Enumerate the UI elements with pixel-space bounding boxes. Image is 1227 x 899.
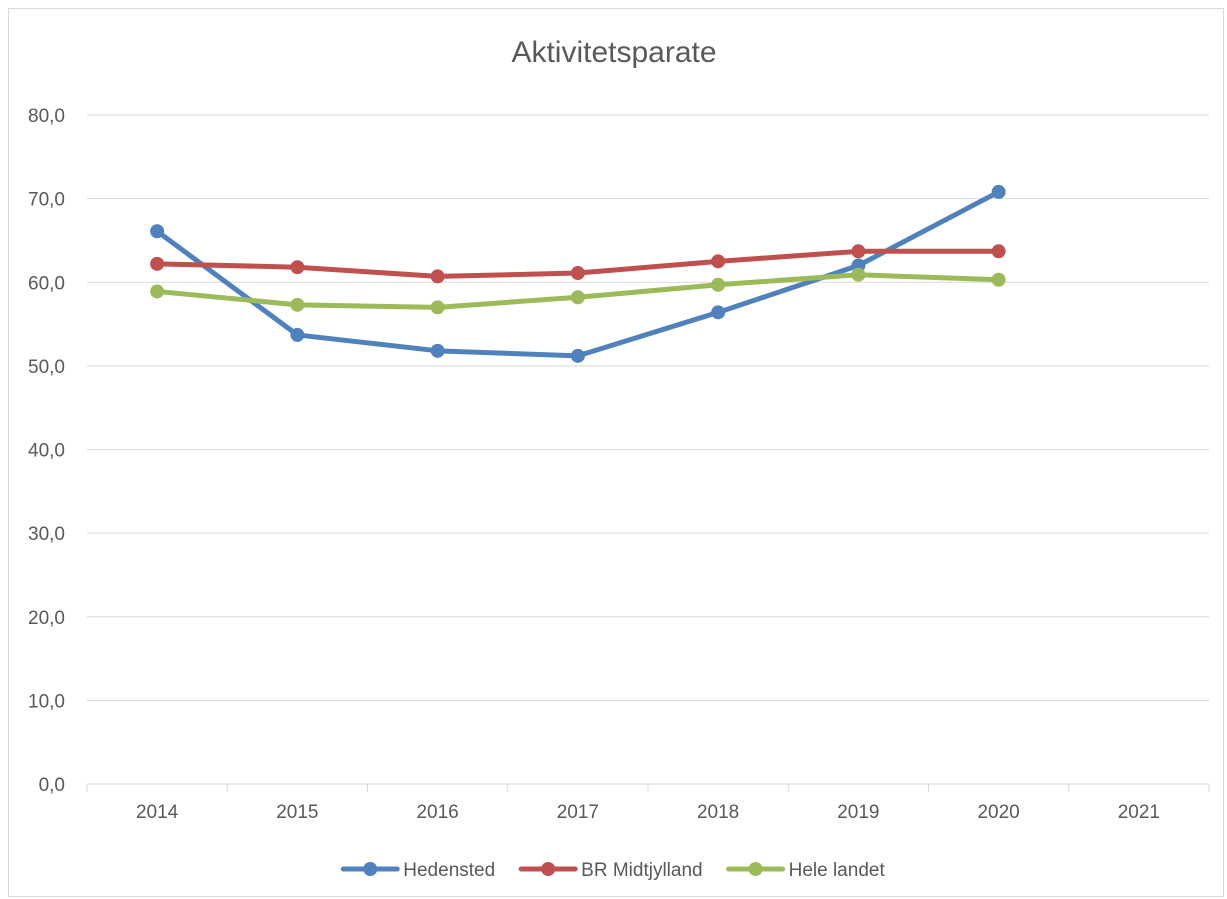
series — [150, 184, 1006, 363]
legend-swatch-marker — [748, 862, 763, 876]
y-tick-label: 50,0 — [28, 357, 65, 378]
data-point — [570, 266, 585, 281]
data-point — [290, 260, 305, 275]
x-tick-label: 2016 — [416, 802, 458, 823]
data-point — [570, 348, 585, 363]
axes: 0,0 10,0 20,0 30,0 40,0 50,0 60,0 70,0 80,0 2014 2… — [28, 106, 1210, 823]
x-tick-label: 2019 — [837, 802, 879, 823]
data-point — [430, 269, 445, 284]
legend-label: BR Midtjylland — [581, 860, 702, 881]
data-point — [991, 272, 1006, 287]
y-tick-label: 20,0 — [28, 608, 65, 629]
y-tick-label: 40,0 — [28, 441, 65, 462]
data-point — [430, 343, 445, 358]
data-point — [290, 327, 305, 342]
data-point — [430, 300, 445, 315]
data-point — [851, 267, 866, 282]
legend: Hedensted BR Midtjylland Hele landet — [340, 860, 886, 881]
data-point — [570, 290, 585, 305]
legend-label: Hedensted — [403, 860, 495, 881]
x-tick-label: 2018 — [697, 802, 739, 823]
data-point — [150, 224, 165, 239]
data-point — [711, 305, 726, 320]
chart-title: Aktivitetsparate — [511, 36, 716, 69]
data-point — [711, 254, 726, 269]
y-tick-label: 60,0 — [28, 273, 65, 294]
data-point — [290, 297, 305, 312]
data-point — [150, 256, 165, 271]
x-tick-label: 2017 — [557, 802, 599, 823]
chart-frame — [8, 8, 1224, 897]
y-tick-label: 70,0 — [28, 190, 65, 211]
legend-label: Hele landet — [789, 860, 886, 881]
y-tick-label: 30,0 — [28, 524, 65, 545]
x-tick-label: 2015 — [276, 802, 318, 823]
x-tick-label: 2020 — [977, 802, 1019, 823]
data-point — [711, 277, 726, 292]
y-tick-label: 10,0 — [28, 691, 65, 712]
x-tick-label: 2021 — [1118, 802, 1160, 823]
y-tick-label: 0,0 — [39, 775, 65, 796]
legend-swatch-marker — [363, 862, 378, 876]
y-tick-label: 80,0 — [28, 106, 65, 127]
gridlines — [87, 114, 1209, 701]
data-point — [991, 184, 1006, 199]
data-point — [150, 284, 165, 299]
data-point — [991, 244, 1006, 259]
legend-swatch-marker — [541, 862, 556, 876]
data-point — [851, 244, 866, 259]
x-tick-label: 2014 — [136, 802, 179, 823]
